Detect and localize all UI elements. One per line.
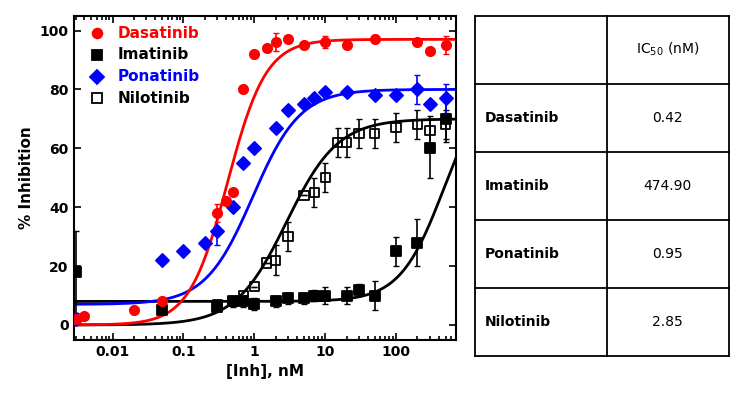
Point [128,307,140,313]
Point [439,95,451,102]
Point [211,210,223,216]
Point [439,122,451,128]
Point [341,292,353,299]
Point [369,92,381,98]
Point [199,239,210,246]
Point [70,316,82,322]
Point [156,307,168,313]
Point [249,145,261,151]
Point [341,139,353,146]
Point [341,89,353,96]
Point [220,198,232,205]
Point [238,160,250,166]
Point [411,122,423,128]
Point [411,86,423,92]
Point [341,42,353,49]
Legend: Dasatinib, Imatinib, Ponatinib, Nilotinib: Dasatinib, Imatinib, Ponatinib, Nilotini… [78,20,206,112]
Point [411,39,423,45]
Point [353,286,365,293]
Point [238,298,250,305]
Point [353,130,365,137]
Point [70,269,82,275]
Point [319,175,331,181]
Point [369,36,381,43]
Point [249,284,261,290]
Text: 0.95: 0.95 [652,246,683,261]
Point [308,292,320,299]
Text: Imatinib: Imatinib [485,179,550,193]
Point [261,260,273,266]
Point [249,301,261,308]
Point [424,145,436,151]
Point [270,124,282,131]
Point [369,292,381,299]
Y-axis label: % Inhibition: % Inhibition [19,126,34,229]
Point [390,92,402,98]
Point [70,316,82,322]
Point [227,204,239,211]
Point [156,298,168,305]
Point [424,128,436,134]
Point [227,189,239,196]
Text: 474.90: 474.90 [643,179,692,193]
Point [249,51,261,57]
Point [211,301,223,308]
Point [227,298,239,305]
Point [390,124,402,131]
Point [177,248,189,254]
Text: Ponatinib: Ponatinib [485,246,560,261]
Text: IC$_{50}$ (nM): IC$_{50}$ (nM) [636,41,699,58]
Point [238,86,250,92]
Point [298,295,310,302]
Point [319,292,331,299]
Text: Dasatinib: Dasatinib [485,111,559,125]
Point [238,292,250,299]
Point [270,39,282,45]
Point [319,39,331,45]
Point [283,107,294,113]
Point [411,239,423,246]
Point [319,89,331,96]
Point [283,295,294,302]
Point [332,139,344,146]
Point [79,313,91,319]
Text: 2.85: 2.85 [652,314,683,329]
Point [211,304,223,310]
Point [283,36,294,43]
X-axis label: [Inh], nM: [Inh], nM [226,364,304,379]
Point [308,189,320,196]
Point [298,192,310,199]
Point [439,42,451,49]
Point [270,257,282,263]
Point [298,101,310,107]
Point [308,95,320,102]
Text: Nilotinib: Nilotinib [485,314,551,329]
Point [227,298,239,305]
Point [439,116,451,122]
Point [424,101,436,107]
Point [424,48,436,54]
Point [369,130,381,137]
Point [283,233,294,240]
Point [261,45,273,51]
Text: 0.42: 0.42 [652,111,683,125]
Point [298,42,310,49]
Point [390,248,402,254]
Point [211,228,223,234]
Point [270,298,282,305]
Point [156,257,168,263]
